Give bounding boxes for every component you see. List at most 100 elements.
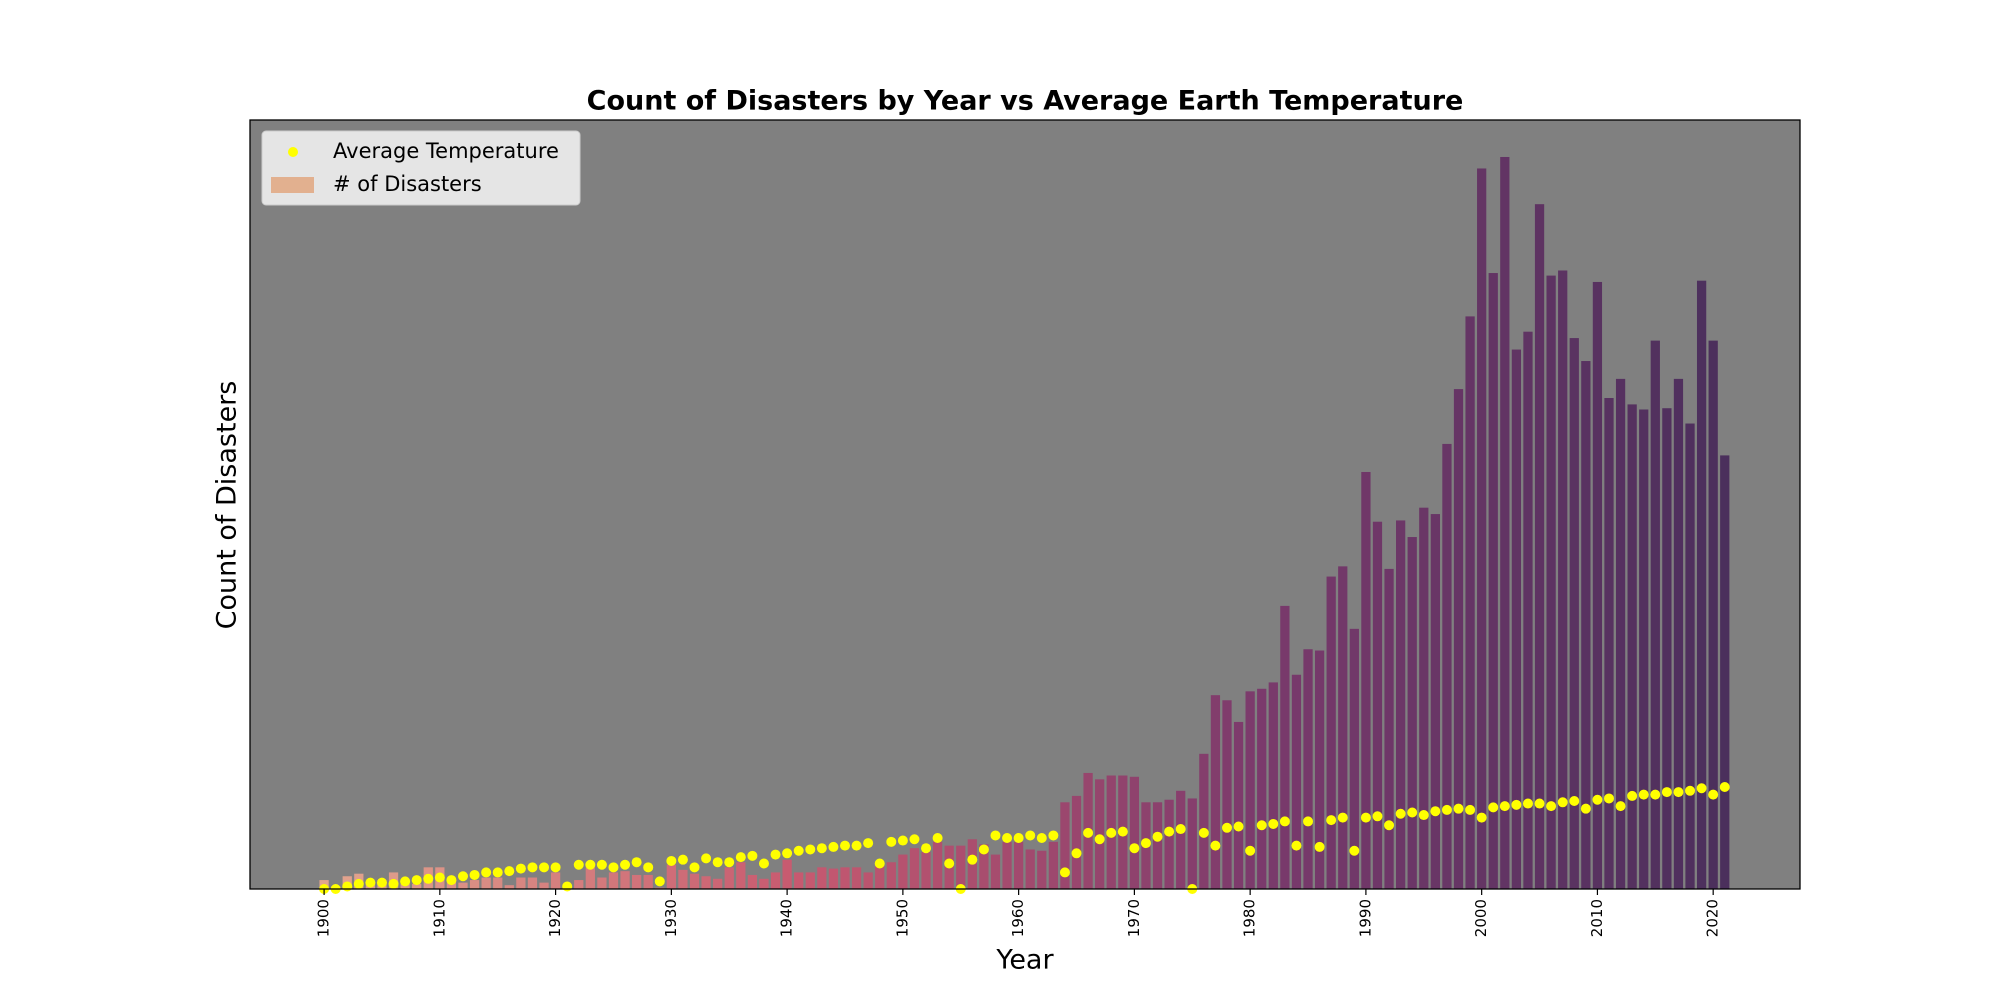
scatter-point [967, 854, 978, 865]
scatter-point [782, 848, 793, 859]
scatter-point [596, 859, 607, 870]
bar [516, 877, 526, 889]
bar [1685, 423, 1695, 889]
bar [747, 874, 758, 889]
bar [1048, 841, 1058, 889]
scatter-point [376, 877, 387, 888]
x-tick-label: 1920 [546, 899, 564, 937]
bar [1199, 753, 1209, 889]
scatter-point [1164, 826, 1175, 837]
legend: Average Temperature # of Disasters [261, 130, 581, 206]
scatter-point [816, 843, 827, 854]
scatter-point [388, 878, 399, 889]
bar [620, 871, 630, 889]
scatter-point [747, 850, 758, 861]
scatter-point [1117, 826, 1128, 837]
scatter-point [539, 862, 550, 873]
bar [770, 872, 781, 889]
legend-label: Average Temperature [333, 139, 559, 163]
bar [1720, 455, 1730, 889]
scatter-point [527, 862, 538, 873]
scatter-point [365, 877, 376, 888]
scatter-point [1152, 831, 1163, 842]
bar [805, 872, 815, 889]
bar [527, 877, 538, 889]
bar [1037, 850, 1047, 889]
scatter-point [457, 871, 468, 882]
scatter-point [1603, 793, 1614, 804]
plot-frame [249, 119, 1801, 890]
bar [1627, 404, 1637, 889]
bar [1233, 721, 1244, 889]
scatter-point [1453, 803, 1464, 814]
bar [504, 885, 514, 889]
bar [1268, 682, 1278, 889]
bar [736, 862, 746, 889]
x-tick-label: 1990 [1356, 899, 1374, 937]
scatter-point [909, 834, 920, 845]
bar [1569, 338, 1579, 890]
bar [1245, 691, 1255, 889]
scatter-point [1129, 843, 1140, 854]
bar [469, 880, 480, 889]
bar [817, 867, 827, 889]
scatter-point [643, 862, 654, 873]
bar [932, 841, 943, 889]
bar [1650, 340, 1660, 889]
legend-marker [288, 147, 298, 157]
scatter-point [1106, 827, 1117, 838]
bar [1303, 649, 1313, 889]
scatter-point [1441, 804, 1452, 815]
scatter-point [1465, 804, 1476, 815]
scatter-point [735, 852, 746, 863]
scatter-point [1696, 783, 1707, 794]
bar [1025, 849, 1035, 889]
scatter-point [1430, 806, 1441, 817]
scatter-point [1140, 838, 1151, 849]
bar [678, 869, 688, 889]
bar [863, 872, 873, 889]
bar [666, 864, 676, 889]
y-axis-label: Count of Disasters [212, 381, 243, 630]
scatter-point [353, 878, 364, 889]
bar [1407, 537, 1417, 889]
scatter-point [1256, 820, 1267, 831]
bar [1291, 674, 1302, 889]
scatter-point [1036, 832, 1047, 843]
bar [1164, 799, 1174, 889]
scatter-point [770, 849, 781, 860]
legend-marker [271, 177, 314, 193]
bar [1615, 378, 1626, 889]
bar [643, 874, 653, 889]
marks [319, 156, 1730, 894]
bar [886, 862, 896, 889]
bar [1488, 273, 1498, 890]
bar [898, 854, 908, 889]
bar [1372, 521, 1383, 889]
scatter-point [1546, 801, 1557, 812]
bar [909, 848, 920, 889]
bar [851, 867, 862, 889]
scatter-point [1557, 797, 1568, 808]
bar [1002, 841, 1012, 889]
scatter-point [550, 862, 561, 873]
bar [1511, 349, 1522, 889]
bar [956, 845, 966, 889]
bar [713, 878, 723, 889]
scatter-point [481, 867, 492, 878]
scatter-point [1627, 790, 1638, 801]
scatter-point [1522, 798, 1533, 809]
x-tick-label: 1970 [1125, 899, 1143, 937]
bar [1523, 331, 1533, 889]
bar [1314, 650, 1325, 889]
scatter-point [1025, 830, 1036, 841]
scatter-point [342, 881, 353, 892]
bar [1558, 270, 1568, 889]
bar [1419, 507, 1429, 889]
bar [875, 864, 885, 889]
x-tick-label: 1900 [315, 899, 333, 937]
scatter-point [886, 836, 897, 847]
x-tick-label: 1940 [778, 899, 796, 937]
bar [1477, 168, 1487, 889]
bar [1396, 520, 1406, 889]
